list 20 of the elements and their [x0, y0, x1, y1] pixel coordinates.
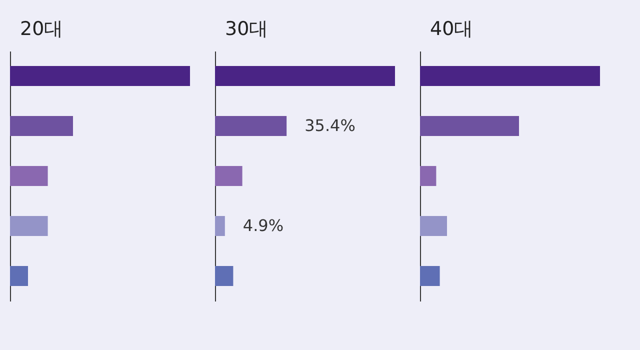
bar — [420, 66, 600, 86]
data-label: 35.4% — [304, 116, 356, 135]
chart-title: 30대 — [225, 18, 268, 40]
bar — [420, 116, 519, 136]
bar — [10, 166, 48, 186]
bar — [10, 116, 73, 136]
bar — [420, 216, 447, 236]
data-label: 4.9% — [242, 216, 284, 235]
bar — [10, 66, 190, 86]
bar — [215, 266, 234, 286]
bar — [10, 216, 48, 236]
bar — [215, 66, 395, 86]
bar — [215, 216, 225, 236]
chart-title: 20대 — [20, 18, 64, 40]
bar — [215, 116, 287, 136]
chart-title: 40대 — [430, 18, 474, 40]
bar — [420, 266, 440, 286]
bar — [10, 266, 28, 286]
bar — [215, 166, 242, 186]
bar — [420, 166, 436, 186]
